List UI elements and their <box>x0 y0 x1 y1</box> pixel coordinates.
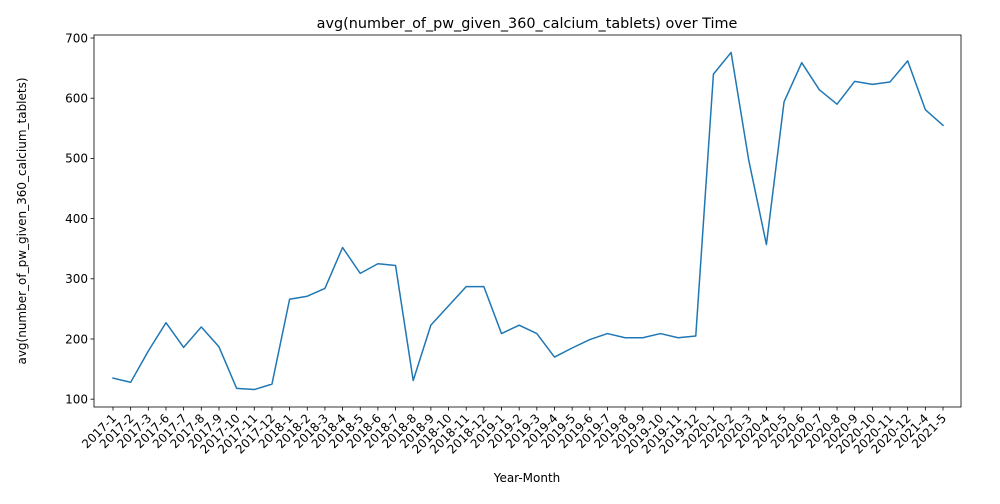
x-axis: 2017-12017-22017-32017-62017-72017-82017… <box>79 407 949 457</box>
y-tick-label: 500 <box>65 152 88 166</box>
y-tick-label: 400 <box>65 212 88 226</box>
y-tick-label: 200 <box>65 332 88 346</box>
y-tick-label: 100 <box>65 392 88 406</box>
y-axis-title: avg(number_of_pw_given_360_calcium_table… <box>15 77 29 364</box>
y-tick-label: 300 <box>65 272 88 286</box>
y-tick-label: 600 <box>65 92 88 106</box>
y-tick-label: 700 <box>65 31 88 45</box>
chart-title: avg(number_of_pw_given_360_calcium_table… <box>317 16 738 32</box>
x-axis-title: Year-Month <box>493 471 561 485</box>
series-line <box>112 51 945 391</box>
y-axis: 100 200 300 400 500 600 700 <box>65 31 94 406</box>
plot-frame <box>93 34 962 408</box>
